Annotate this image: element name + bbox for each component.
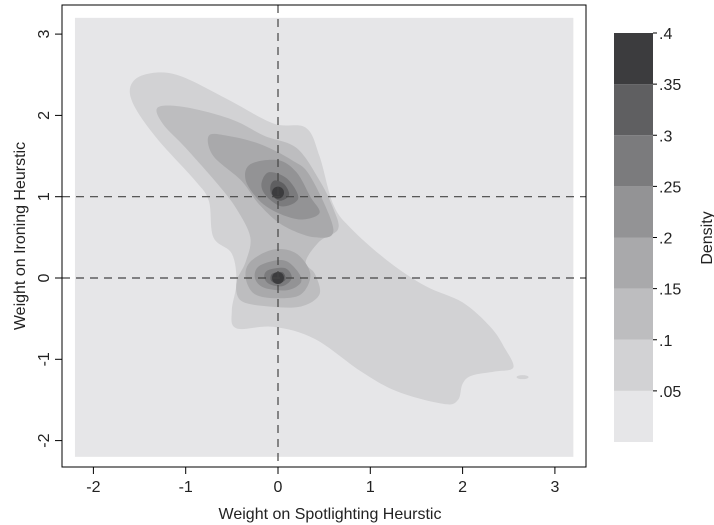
colorbar-band-4 <box>614 186 653 238</box>
colorbar-tick-label: .05 <box>659 384 681 401</box>
colorbar-band-0 <box>614 390 653 442</box>
y-axis: -2 -1 0 1 2 3 <box>36 30 62 448</box>
colorbar-band-1 <box>614 339 653 391</box>
y-axis-label: Weight on Ironing Heurstic <box>12 142 29 330</box>
y-tick-label: 1 <box>36 192 53 201</box>
contour-layer <box>129 72 529 405</box>
x-tick-label: 3 <box>550 479 559 496</box>
plot-frame <box>61 4 587 468</box>
colorbar-tick-label: .15 <box>659 282 681 299</box>
x-tick-label: -1 <box>179 479 193 496</box>
colorbar-tick-label: .4 <box>659 26 672 43</box>
x-axis-label: Weight on Spotlighting Heurstic <box>219 506 442 523</box>
y-tick-label: 3 <box>36 30 53 39</box>
x-tick-label: 2 <box>458 479 467 496</box>
colorbar-tick-label: .2 <box>659 231 672 248</box>
y-tick-label: -1 <box>36 352 53 366</box>
y-tick-label: 0 <box>36 273 53 282</box>
colorbar-label: Density <box>699 211 714 264</box>
x-tick-label: 1 <box>366 479 375 496</box>
contour-speck <box>516 375 529 380</box>
colorbar-band-7 <box>614 33 653 85</box>
colorbar-tick-label: .3 <box>659 128 672 145</box>
colorbar: .05 .1 .15 .2 .25 .3 .35 .4 <box>614 26 681 442</box>
colorbar-tick-label: .35 <box>659 77 681 94</box>
colorbar-band-3 <box>614 237 653 289</box>
colorbar-band-5 <box>614 135 653 187</box>
x-axis: -2 -1 0 1 2 3 <box>86 467 559 496</box>
x-tick-label: -2 <box>86 479 100 496</box>
y-tick-label: 2 <box>36 111 53 120</box>
colorbar-band-2 <box>614 288 653 340</box>
x-tick-label: 0 <box>274 479 283 496</box>
colorbar-tick-label: .1 <box>659 333 672 350</box>
colorbar-tick-label: .25 <box>659 179 681 196</box>
colorbar-band-6 <box>614 84 653 136</box>
y-tick-label: -2 <box>36 433 53 447</box>
reference-lines <box>62 5 586 467</box>
